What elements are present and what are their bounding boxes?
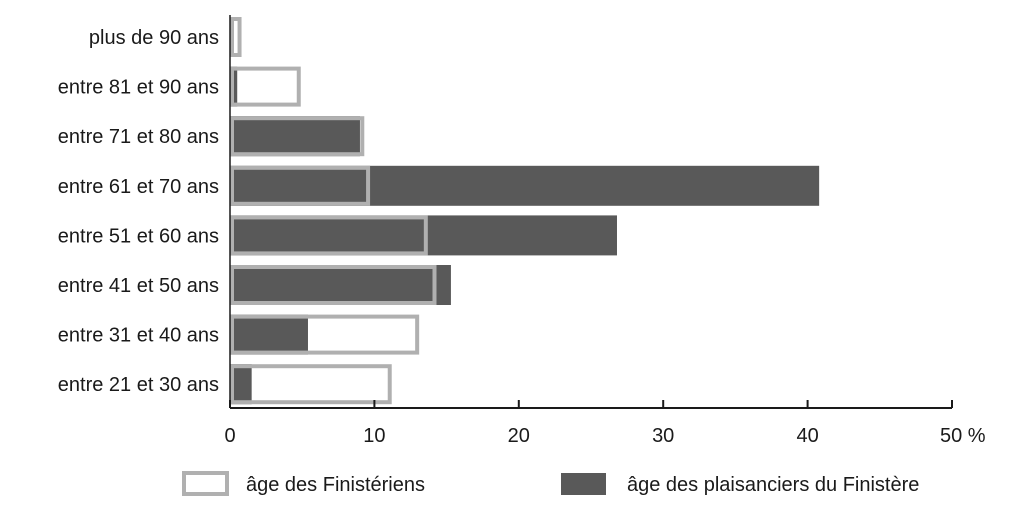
legend-swatch-finisteriens [182, 471, 229, 496]
category-label-entre-51-et-60-ans: entre 51 et 60 ans [58, 225, 219, 247]
bar-finisteriens-entre-81-et-90-ans [230, 66, 301, 107]
category-label-entre-61-et-70-ans: entre 61 et 70 ans [58, 176, 219, 198]
bar-finisteriens-entre-61-et-70-ans [230, 165, 371, 206]
bar-finisteriens-entre-31-et-40-ans [230, 314, 420, 355]
bar-finisteriens-plus-de-90-ans [230, 17, 242, 57]
bar-plaisanciers-entre-71-et-80-ans [230, 116, 360, 157]
bar-plaisanciers-entre-51-et-60-ans [230, 215, 617, 256]
category-labels: plus de 90 ans entre 81 et 90 ans entre 71… [58, 27, 219, 396]
x-tick-label: 10 [363, 425, 385, 447]
bar-finisteriens-entre-21-et-30-ans [230, 364, 392, 405]
bar-plaisanciers-entre-61-et-70-ans [230, 165, 820, 206]
legend-label-plaisanciers: âge des plaisanciers du Finistère [627, 474, 919, 496]
legend-swatch-plaisanciers [561, 473, 606, 495]
bar-plaisanciers-entre-41-et-50-ans [230, 265, 451, 305]
bar-plaisanciers-entre-31-et-40-ans [230, 314, 308, 355]
x-tick-label: 20 [508, 425, 530, 447]
plaisanciers-bars [230, 66, 820, 405]
category-label-entre-71-et-80-ans: entre 71 et 80 ans [58, 126, 219, 148]
bar-finisteriens-entre-41-et-50-ans [230, 265, 437, 305]
category-label-entre-21-et-30-ans: entre 21 et 30 ans [58, 374, 219, 396]
category-label-entre-31-et-40-ans: entre 31 et 40 ans [58, 325, 219, 347]
finisteriens-bars [230, 17, 437, 405]
x-tick-label: 40 [796, 425, 818, 447]
bar-finisteriens-entre-71-et-80-ans [230, 116, 365, 157]
bar-plaisanciers-entre-21-et-30-ans [230, 364, 252, 405]
x-tick-label: 50 % [940, 425, 986, 447]
legend: âge des Finistériens âge des plaisancier… [182, 471, 919, 496]
bar-finisteriens-entre-51-et-60-ans [230, 215, 428, 256]
x-tick-label: 30 [652, 425, 674, 447]
x-axis: 0 10 20 30 40 50 % [224, 15, 986, 447]
legend-label-finisteriens: âge des Finistériens [246, 474, 425, 496]
category-label-plus-de-90-ans: plus de 90 ans [89, 27, 219, 49]
x-tick-label: 0 [224, 425, 235, 447]
category-label-entre-41-et-50-ans: entre 41 et 50 ans [58, 275, 219, 297]
category-label-entre-81-et-90-ans: entre 81 et 90 ans [58, 77, 219, 99]
